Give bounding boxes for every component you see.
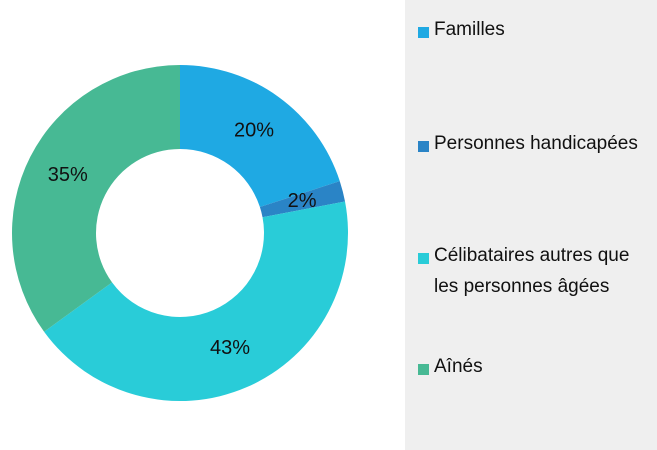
legend-item: Aînés [418, 356, 650, 382]
legend-item: Célibataires autres que les personnes âg… [418, 245, 650, 302]
data-label: 2% [288, 190, 317, 212]
data-label: 43% [210, 337, 250, 359]
legend-label: Familles [434, 19, 505, 40]
data-label: 20% [234, 119, 274, 141]
legend-swatch [418, 253, 429, 264]
data-label: 35% [48, 164, 88, 186]
legend-item: Familles [418, 19, 650, 45]
chart: 20% 2% 43% 35% [12, 65, 349, 402]
donut-slice [180, 65, 340, 208]
legend-item: Personnes handicapées [418, 133, 650, 159]
donut-slice [44, 201, 349, 402]
legend-label: Célibataires autres que les personnes âg… [434, 245, 630, 297]
donut-slice [12, 65, 181, 332]
legend-swatch [418, 141, 429, 152]
legend: Familles Personnes handicapées Célibataire… [405, 0, 657, 450]
donut-slice [259, 181, 346, 218]
legend-label: Aînés [434, 356, 483, 377]
legend-label: Personnes handicapées [434, 133, 638, 154]
legend-swatch [418, 27, 429, 38]
legend-swatch [418, 364, 429, 375]
